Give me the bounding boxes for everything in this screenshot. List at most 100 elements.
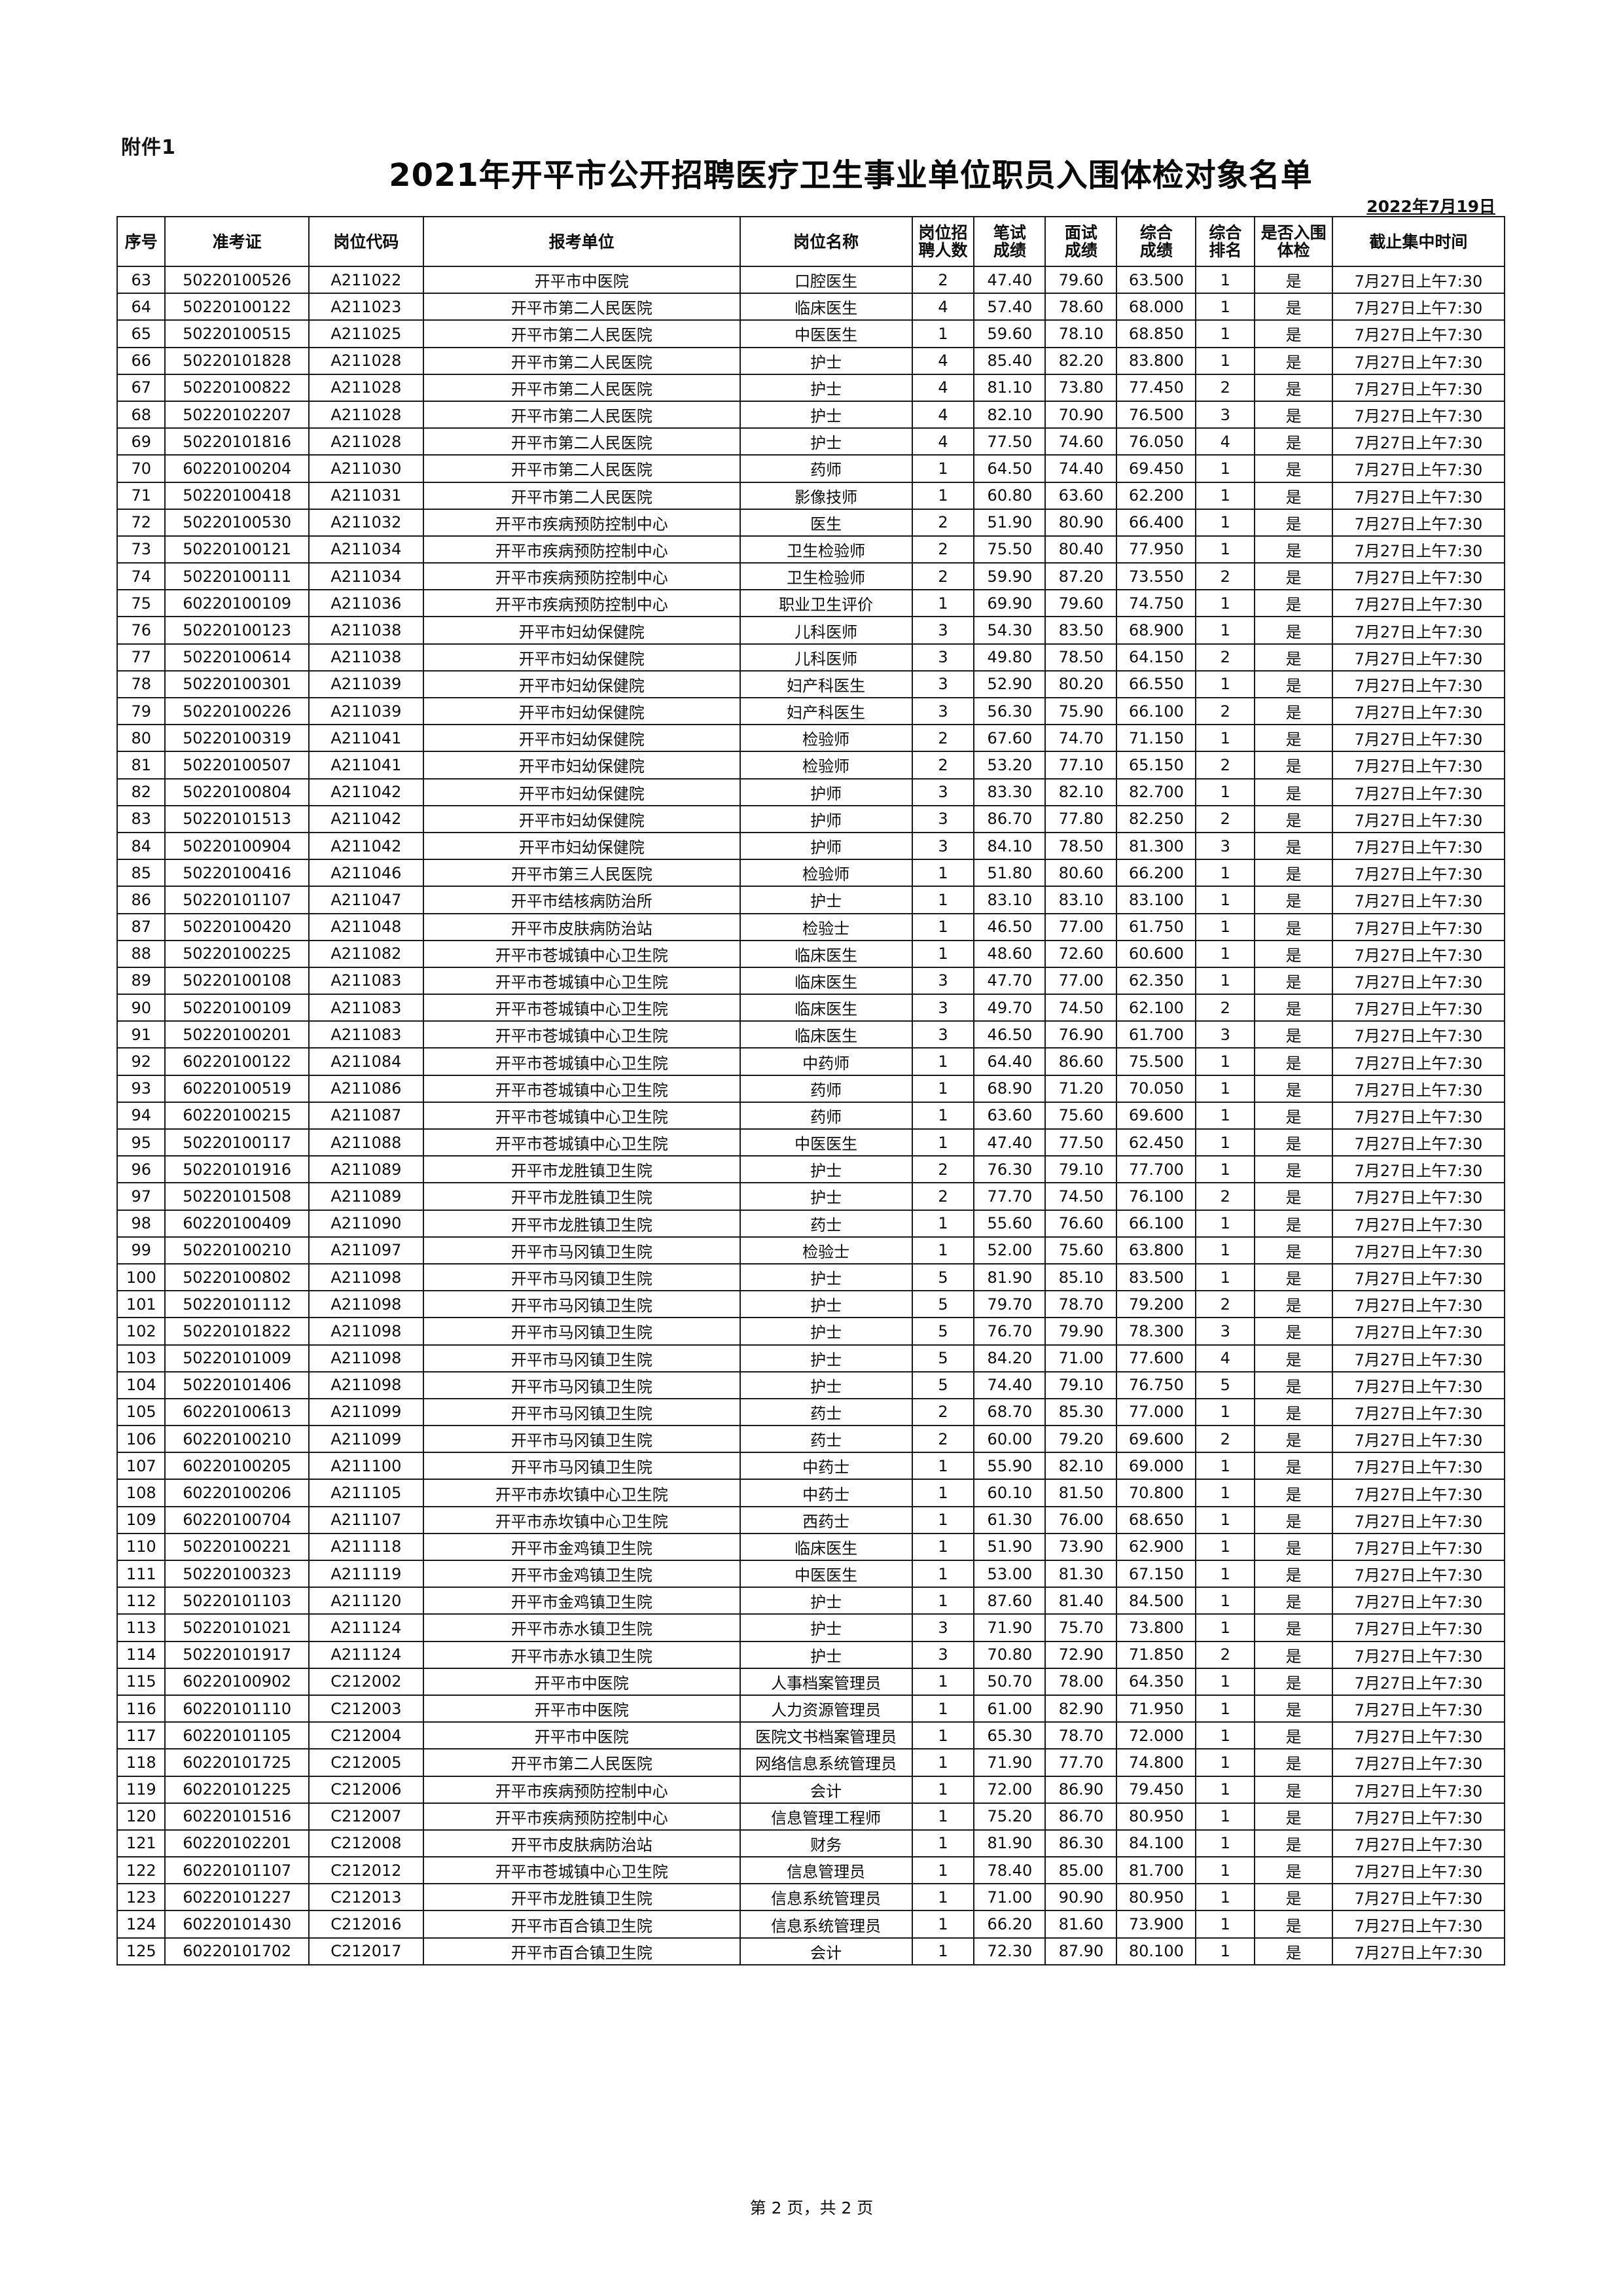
col-header-interview: 面试 成绩: [1044, 216, 1118, 267]
cell-written: 56.30: [973, 696, 1046, 726]
cell-ticket: 50220100416: [164, 859, 310, 888]
cell-composite: 71.850: [1116, 1640, 1197, 1669]
cell-quota: 3: [911, 643, 975, 672]
cell-deadline: 7月27日上午7:30: [1331, 373, 1506, 402]
cell-interview: 72.60: [1044, 939, 1118, 968]
cell-composite: 77.950: [1116, 535, 1197, 564]
col-header-composite-line1: 综合: [1139, 223, 1173, 242]
cell-written: 51.90: [973, 1532, 1046, 1562]
cell-shortlisted: 是: [1254, 1937, 1333, 1965]
cell-post-code: A211083: [308, 994, 425, 1022]
cell-interview: 77.00: [1044, 912, 1118, 941]
cell-unit: 开平市第二人民医院: [423, 319, 741, 348]
cell-shortlisted: 是: [1254, 319, 1333, 348]
cell-post: 人事档案管理员: [739, 1667, 913, 1696]
cell-interview: 83.50: [1044, 616, 1118, 645]
cell-post-code: A211083: [308, 966, 425, 996]
cell-composite: 82.700: [1116, 778, 1197, 806]
cell-shortlisted: 是: [1254, 1101, 1333, 1130]
cell-interview: 80.20: [1044, 670, 1118, 699]
cell-rank: 1: [1195, 1775, 1256, 1804]
cell-ticket: 60220102201: [164, 1829, 310, 1858]
table-row: 83 50220101513 A211042 开平市妇幼保健院 护师 3 86.70 77.8…: [116, 804, 1506, 833]
cell-post: 妇产科医生: [739, 670, 913, 699]
cell-deadline: 7月27日上午7:30: [1331, 643, 1506, 672]
cell-rank: 1: [1195, 1479, 1256, 1507]
table-row: 108 60220100206 A211105 开平市赤坎镇中心卫生院 中药士 1 60.1…: [116, 1479, 1506, 1507]
cell-ticket: 50220100111: [164, 562, 310, 591]
cell-rank: 1: [1195, 508, 1256, 537]
cell-rank: 1: [1195, 616, 1256, 645]
cell-written: 47.70: [973, 966, 1046, 996]
cell-index: 105: [116, 1397, 166, 1427]
cell-unit: 开平市妇幼保健院: [423, 670, 741, 699]
cell-index: 96: [116, 1155, 166, 1184]
cell-interview: 75.60: [1044, 1101, 1118, 1130]
cell-rank: 1: [1195, 1074, 1256, 1103]
cell-composite: 77.600: [1116, 1344, 1197, 1372]
cell-ticket: 60220101110: [164, 1694, 310, 1723]
cell-shortlisted: 是: [1254, 1883, 1333, 1912]
cell-rank: 1: [1195, 1532, 1256, 1562]
cell-deadline: 7月27日上午7:30: [1331, 804, 1506, 833]
cell-post: 护士: [739, 427, 913, 456]
col-header-interview-line1: 面试: [1064, 223, 1097, 242]
cell-quota: 1: [911, 859, 975, 888]
cell-written: 52.90: [973, 670, 1046, 699]
cell-rank: 1: [1195, 1263, 1256, 1292]
cell-post: 护师: [739, 804, 913, 833]
cell-shortlisted: 是: [1254, 1802, 1333, 1831]
cell-post-code: C212012: [308, 1856, 425, 1885]
cell-index: 92: [116, 1047, 166, 1076]
cell-composite: 68.000: [1116, 293, 1197, 321]
table-row: 100 50220100802 A211098 开平市马冈镇卫生院 护士 5 81.90 85…: [116, 1263, 1506, 1292]
cell-rank: 1: [1195, 589, 1256, 618]
cell-deadline: 7月27日上午7:30: [1331, 400, 1506, 429]
cell-post-code: A211124: [308, 1640, 425, 1669]
cell-post: 西药士: [739, 1505, 913, 1534]
cell-quota: 1: [911, 1748, 975, 1777]
cell-index: 118: [116, 1748, 166, 1777]
cell-written: 51.80: [973, 859, 1046, 888]
cell-interview: 75.70: [1044, 1613, 1118, 1642]
cell-composite: 66.400: [1116, 508, 1197, 537]
cell-rank: 1: [1195, 1587, 1256, 1615]
cell-unit: 开平市疾病预防控制中心: [423, 1802, 741, 1831]
table-row: 89 50220100108 A211083 开平市苍城镇中心卫生院 临床医生 3 47.7…: [116, 966, 1506, 996]
cell-index: 107: [116, 1452, 166, 1480]
cell-written: 72.00: [973, 1775, 1046, 1804]
cell-post-code: A211046: [308, 859, 425, 888]
cell-written: 50.70: [973, 1667, 1046, 1696]
cell-interview: 77.70: [1044, 1748, 1118, 1777]
cell-rank: 2: [1195, 751, 1256, 780]
cell-ticket: 50220101513: [164, 804, 310, 833]
cell-post-code: A211048: [308, 912, 425, 941]
cell-post: 信息管理工程师: [739, 1802, 913, 1831]
cell-deadline: 7月27日上午7:30: [1331, 508, 1506, 537]
cell-unit: 开平市第二人民医院: [423, 1748, 741, 1777]
cell-index: 82: [116, 778, 166, 806]
cell-post-code: A211034: [308, 562, 425, 591]
cell-rank: 1: [1195, 1613, 1256, 1642]
cell-deadline: 7月27日上午7:30: [1331, 696, 1506, 726]
table-row: 116 60220101110 C212003 开平市中医院 人力资源管理员 1 61.00…: [116, 1694, 1506, 1723]
cell-deadline: 7月27日上午7:30: [1331, 427, 1506, 456]
cell-interview: 82.20: [1044, 346, 1118, 375]
cell-ticket: 50220100109: [164, 994, 310, 1022]
cell-post-code: A211098: [308, 1371, 425, 1399]
cell-unit: 开平市妇幼保健院: [423, 804, 741, 833]
cell-composite: 79.450: [1116, 1775, 1197, 1804]
table-row: 85 50220100416 A211046 开平市第三人民医院 检验师 1 51.80 80…: [116, 859, 1506, 888]
cell-unit: 开平市赤坎镇中心卫生院: [423, 1505, 741, 1534]
cell-interview: 78.70: [1044, 1290, 1118, 1319]
cell-interview: 83.10: [1044, 886, 1118, 914]
cell-deadline: 7月27日上午7:30: [1331, 1182, 1506, 1211]
table-row: 82 50220100804 A211042 开平市妇幼保健院 护师 3 83.30 82.1…: [116, 778, 1506, 806]
cell-rank: 1: [1195, 1721, 1256, 1750]
cell-quota: 5: [911, 1290, 975, 1319]
table-row: 71 50220100418 A211031 开平市第二人民医院 影像技师 1 60.80 6…: [116, 481, 1506, 510]
cell-deadline: 7月27日上午7:30: [1331, 778, 1506, 806]
table-row: 103 50220101009 A211098 开平市马冈镇卫生院 护士 5 84.20 71…: [116, 1344, 1506, 1372]
cell-index: 103: [116, 1344, 166, 1372]
cell-written: 81.90: [973, 1263, 1046, 1292]
